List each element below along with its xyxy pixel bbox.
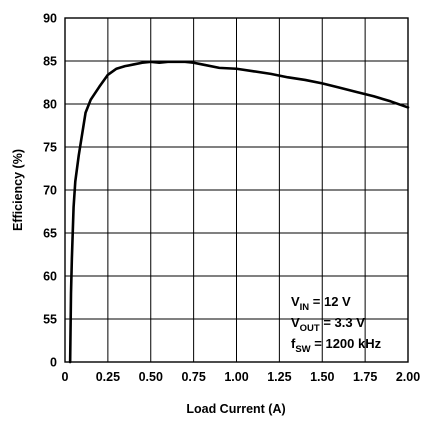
efficiency-curve	[68, 60, 410, 364]
y-tick-label: 85	[43, 55, 57, 69]
y-tick-label: 70	[43, 184, 57, 198]
y-tick-label: 0	[50, 356, 57, 370]
x-axis-title: Load Current (A)	[186, 402, 285, 416]
y-tick-label: 60	[43, 270, 57, 284]
annotation-line: VOUT = 3.3 V	[291, 315, 365, 334]
x-tick-label: 0.75	[181, 370, 205, 384]
x-tick-label: 1.50	[310, 370, 334, 384]
annotation-line: fSW = 1200 kHz	[291, 336, 382, 355]
x-tick-label: 1.00	[224, 370, 248, 384]
x-tick-label: 0.25	[96, 370, 120, 384]
y-tick-label: 55	[43, 313, 57, 327]
x-tick-label: 1.25	[267, 370, 291, 384]
y-tick-label: 90	[43, 12, 57, 26]
x-tick-label: 0	[62, 370, 69, 384]
x-tick-label: 1.75	[353, 370, 377, 384]
y-axis-title: Efficiency (%)	[11, 149, 25, 231]
x-tick-label: 0.50	[139, 370, 163, 384]
plot-frame	[64, 17, 409, 363]
conditions-annotation: VIN = 12 V VOUT = 3.3 V fSW = 1200 kHz	[291, 294, 382, 355]
x-tick-label: 2.00	[396, 370, 420, 384]
y-tick-label: 80	[43, 98, 57, 112]
y-tick-label: 75	[43, 141, 57, 155]
tick-labels: 0 55 60 65 70 75 80 85 90 0 0.25 0.50 0.75 1.00 1.25 1.…	[43, 12, 420, 385]
annotation-line: VIN = 12 V	[291, 294, 351, 313]
series-lines	[68, 60, 410, 364]
y-tick-label: 65	[43, 227, 57, 241]
